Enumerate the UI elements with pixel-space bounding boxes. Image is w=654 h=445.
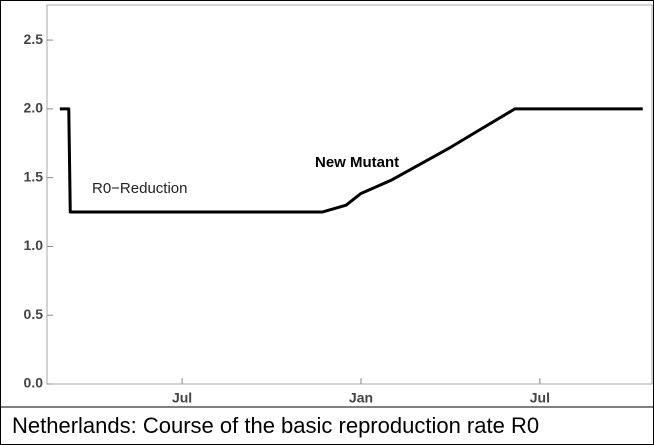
x-tick-label: Jul: [172, 390, 192, 406]
plot-frame: [46, 4, 653, 385]
y-tick-label: 1.5: [24, 168, 44, 184]
annotation: R0−Reduction: [92, 180, 187, 197]
y-tick-label: 2.0: [24, 100, 44, 116]
y-tick-label: 0.5: [24, 306, 44, 322]
y-tick-label: 0.0: [24, 375, 44, 391]
x-tick-label: Jan: [349, 390, 373, 406]
line: [59, 107, 643, 214]
x-tick-label: Jul: [530, 390, 550, 406]
y-tick-label: 2.5: [24, 31, 44, 47]
y-tick-label: 1.0: [24, 237, 44, 253]
caption: Netherlands: Course of the basic reprodu…: [12, 413, 539, 438]
annotation: New Mutant: [315, 154, 399, 171]
